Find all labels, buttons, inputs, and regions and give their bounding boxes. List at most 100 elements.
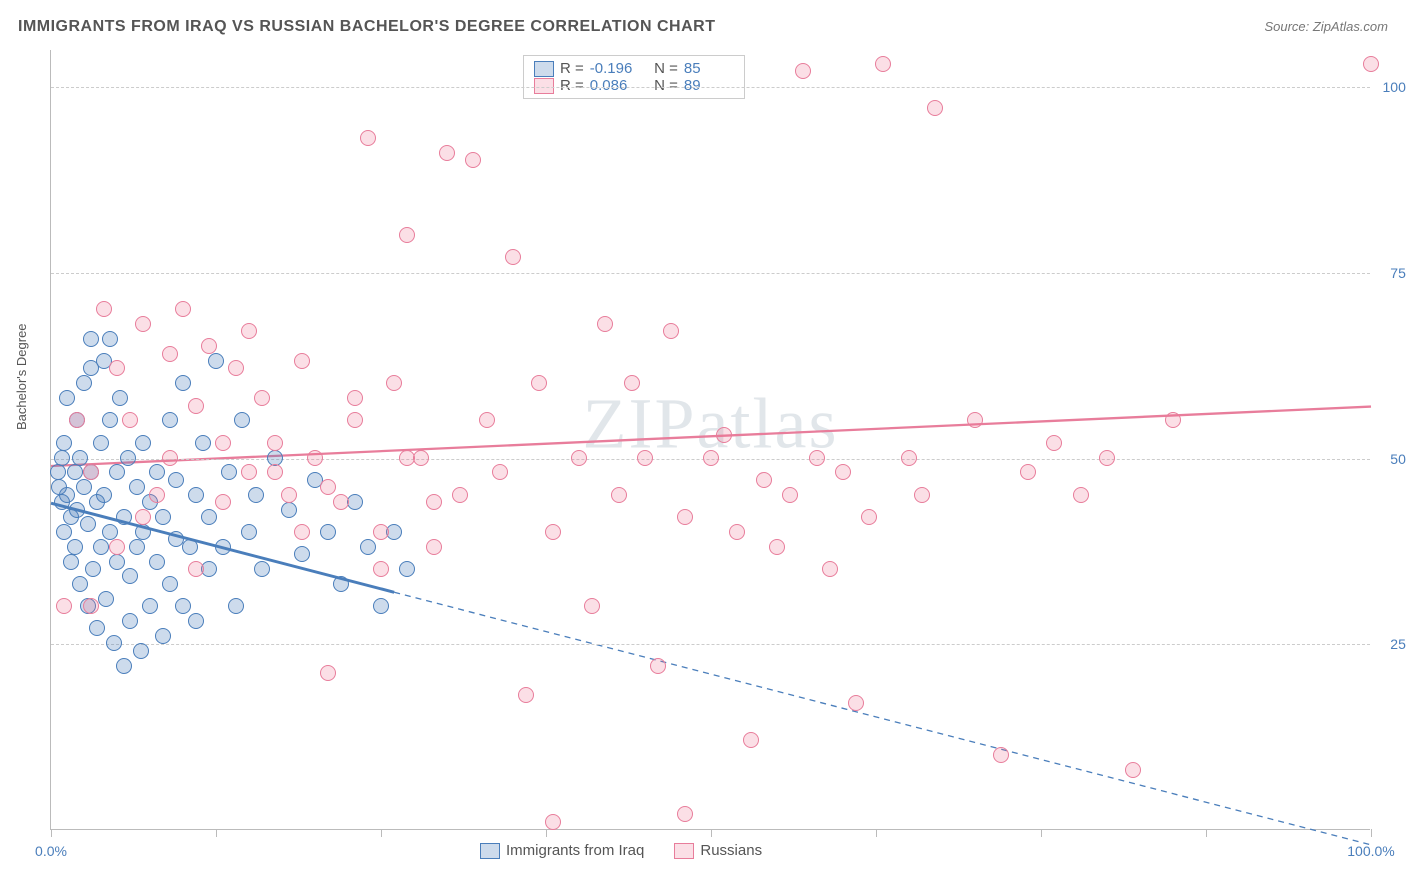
x-tick [51,829,52,837]
scatter-point-russians [1099,450,1115,466]
scatter-point-iraq [188,487,204,503]
scatter-point-russians [307,450,323,466]
x-tick [381,829,382,837]
scatter-point-russians [215,494,231,510]
scatter-point-iraq [76,479,92,495]
scatter-point-russians [729,524,745,540]
legend-r-label: R = [560,60,584,77]
y-tick-label: 100.0% [1375,79,1406,95]
scatter-point-russians [835,464,851,480]
scatter-point-russians [822,561,838,577]
scatter-point-russians [782,487,798,503]
scatter-point-russians [993,747,1009,763]
scatter-point-russians [241,464,257,480]
scatter-point-russians [83,598,99,614]
scatter-point-iraq [56,524,72,540]
scatter-point-russians [795,63,811,79]
scatter-point-russians [135,316,151,332]
legend-n-label: N = [646,60,678,77]
scatter-point-russians [663,323,679,339]
scatter-point-iraq [98,591,114,607]
scatter-point-iraq [221,464,237,480]
scatter-point-iraq [122,613,138,629]
scatter-point-iraq [188,613,204,629]
scatter-plot-area: ZIPatlas R = -0.196 N = 85R = 0.086 N = … [50,50,1370,830]
scatter-point-russians [531,375,547,391]
scatter-point-russians [373,524,389,540]
scatter-point-iraq [120,450,136,466]
x-tick [876,829,877,837]
source-label: Source: [1264,19,1312,34]
chart-title: IMMIGRANTS FROM IRAQ VS RUSSIAN BACHELOR… [18,18,715,36]
scatter-point-russians [875,56,891,72]
scatter-point-russians [135,509,151,525]
scatter-point-russians [927,100,943,116]
scatter-point-iraq [182,539,198,555]
scatter-point-russians [637,450,653,466]
x-tick [216,829,217,837]
legend-swatch-russians [534,78,554,94]
scatter-point-russians [320,479,336,495]
scatter-point-iraq [175,375,191,391]
scatter-point-iraq [67,464,83,480]
legend-row-russians: R = 0.086 N = 89 [534,77,734,94]
scatter-point-iraq [93,539,109,555]
scatter-point-iraq [208,353,224,369]
scatter-point-russians [373,561,389,577]
scatter-point-russians [360,130,376,146]
correlation-legend: R = -0.196 N = 85R = 0.086 N = 89 [523,55,745,99]
scatter-point-russians [56,598,72,614]
scatter-point-russians [1046,435,1062,451]
scatter-point-iraq [72,576,88,592]
x-tick [711,829,712,837]
scatter-point-russians [756,472,772,488]
series-legend: Immigrants from Iraq Russians [480,842,762,859]
scatter-point-iraq [102,412,118,428]
scatter-point-russians [545,814,561,830]
scatter-point-iraq [83,331,99,347]
scatter-point-russians [426,539,442,555]
scatter-point-russians [677,509,693,525]
legend-row-iraq: R = -0.196 N = 85 [534,60,734,77]
scatter-point-iraq [109,464,125,480]
scatter-point-russians [201,338,217,354]
scatter-point-iraq [248,487,264,503]
scatter-point-russians [1125,762,1141,778]
scatter-point-russians [1165,412,1181,428]
scatter-point-iraq [241,524,257,540]
x-tick-label: 100.0% [1347,843,1394,859]
scatter-point-russians [914,487,930,503]
scatter-point-iraq [175,598,191,614]
scatter-point-russians [294,524,310,540]
scatter-point-russians [281,487,297,503]
legend-r-label: R = [560,77,584,94]
scatter-point-russians [571,450,587,466]
scatter-point-iraq [129,479,145,495]
scatter-point-russians [109,539,125,555]
scatter-point-iraq [59,487,75,503]
scatter-point-russians [1020,464,1036,480]
scatter-point-russians [479,412,495,428]
legend-series-label: Russians [700,842,762,859]
scatter-point-russians [861,509,877,525]
scatter-point-russians [83,464,99,480]
scatter-point-russians [333,494,349,510]
scatter-point-iraq [373,598,389,614]
scatter-point-russians [901,450,917,466]
legend-n-label: N = [646,77,678,94]
scatter-point-russians [69,412,85,428]
scatter-point-russians [188,398,204,414]
scatter-point-russians [241,323,257,339]
scatter-point-iraq [201,509,217,525]
legend-swatch-iraq [480,843,500,859]
scatter-point-russians [122,412,138,428]
y-tick-label: 25.0% [1375,636,1406,652]
scatter-point-russians [967,412,983,428]
scatter-point-iraq [168,472,184,488]
scatter-point-russians [769,539,785,555]
scatter-point-russians [439,145,455,161]
legend-item-iraq: Immigrants from Iraq [480,842,644,859]
scatter-point-iraq [85,561,101,577]
scatter-point-iraq [155,509,171,525]
scatter-point-iraq [129,539,145,555]
